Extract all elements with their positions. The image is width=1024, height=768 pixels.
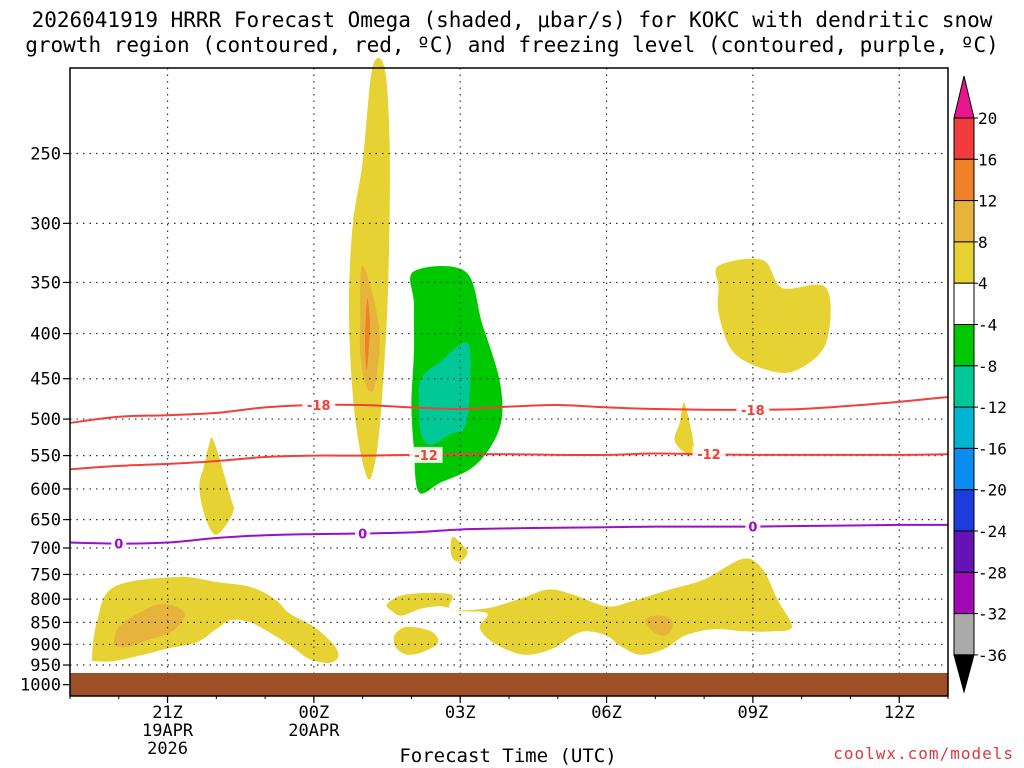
colorbar-label: 12 bbox=[978, 192, 997, 211]
freezing-level-contour-label: 0 bbox=[748, 521, 757, 536]
x-tick-label: 03Z bbox=[445, 703, 476, 723]
colorbar-label: -32 bbox=[978, 605, 1007, 624]
colorbar-segment bbox=[953, 530, 975, 573]
title-line-2: growth region (contoured, red, ºC) and f… bbox=[25, 33, 999, 57]
omega-region-8 bbox=[645, 615, 673, 636]
omega-region-4 bbox=[386, 558, 792, 655]
colorbar-segment bbox=[953, 200, 975, 243]
y-tick-label: 950 bbox=[30, 656, 61, 676]
omega-shading bbox=[91, 57, 831, 664]
colorbar-label: 20 bbox=[978, 109, 997, 128]
colorbar-label: -24 bbox=[978, 522, 1007, 541]
colorbar: 20 16 12 8 4 -4 -8 -12 -16 -20 -24 -28 -32 -36 bbox=[953, 75, 1007, 694]
y-axis: 2503003504004505005506006507007508008509… bbox=[20, 144, 70, 696]
x-axis-label: Forecast Time (UTC) bbox=[399, 745, 617, 767]
colorbar-segment bbox=[953, 241, 975, 284]
y-tick-label: 600 bbox=[30, 480, 61, 500]
credit-link[interactable]: coolwx.com/models bbox=[833, 744, 1014, 763]
dgz-contour-label: -12 bbox=[414, 449, 438, 464]
dgz-contour bbox=[69, 452, 949, 471]
contour-lines: -18 -18 -12 -12 0 0 0 bbox=[69, 396, 949, 553]
colorbar-label: 4 bbox=[978, 274, 988, 293]
dgz-contour bbox=[69, 396, 949, 424]
dgz-contour-label-bg bbox=[692, 446, 726, 463]
dgz-contour-label-bg bbox=[736, 401, 770, 418]
omega-region-4 bbox=[674, 402, 695, 457]
freezing-level-contour-label-bg bbox=[745, 518, 761, 535]
colorbar-segment bbox=[953, 613, 975, 656]
y-tick-label: 550 bbox=[30, 447, 61, 467]
colorbar-label: -12 bbox=[978, 398, 1007, 417]
y-tick-label: 850 bbox=[30, 613, 61, 633]
omega-region-12 bbox=[365, 298, 371, 371]
colorbar-label: -36 bbox=[978, 646, 1007, 665]
colorbar-label: -4 bbox=[978, 316, 997, 335]
freezing-level-contour-label: 0 bbox=[358, 528, 367, 543]
ground-fill bbox=[70, 673, 948, 696]
x-tick-label: 12Z bbox=[884, 703, 915, 723]
y-tick-label: 650 bbox=[30, 511, 61, 531]
x-tick-label: 21Z bbox=[152, 703, 183, 723]
freezing-level-contour bbox=[69, 523, 949, 545]
freezing-level-contour-label-bg bbox=[111, 535, 127, 552]
colorbar-label: 16 bbox=[978, 150, 997, 169]
colorbar-segment bbox=[953, 365, 975, 408]
colorbar-segment bbox=[953, 489, 975, 532]
colorbar-label: -20 bbox=[978, 481, 1007, 500]
freezing-level-contour-label-bg bbox=[355, 525, 371, 542]
y-tick-label: 500 bbox=[30, 410, 61, 430]
omega-region--12 bbox=[418, 342, 471, 445]
colorbar-segment bbox=[953, 447, 975, 491]
x-tick-date: 20APR bbox=[288, 721, 340, 741]
x-tick-label: 09Z bbox=[738, 703, 769, 723]
y-tick-label: 400 bbox=[30, 325, 61, 345]
colorbar-top-arrow bbox=[953, 75, 975, 119]
dgz-contour-label: -12 bbox=[697, 448, 721, 463]
x-tick-year: 2026 bbox=[147, 739, 188, 759]
omega-region-4 bbox=[715, 258, 831, 373]
colorbar-segment bbox=[953, 571, 975, 615]
y-tick-label: 300 bbox=[30, 214, 61, 234]
dgz-contour-label-bg bbox=[409, 446, 443, 463]
x-tick-label: 06Z bbox=[591, 703, 622, 723]
y-tick-label: 750 bbox=[30, 565, 61, 585]
colorbar-label: -8 bbox=[978, 357, 997, 376]
y-tick-label: 450 bbox=[30, 370, 61, 390]
title-line-1: 2026041919 HRRR Forecast Omega (shaded, … bbox=[31, 8, 993, 32]
x-tick-date: 19APR bbox=[142, 721, 194, 741]
colorbar-label: 8 bbox=[978, 233, 988, 252]
dgz-contour-label-bg bbox=[302, 397, 336, 414]
colorbar-segment bbox=[953, 406, 975, 449]
colorbar-segment bbox=[953, 282, 975, 326]
colorbar-segment bbox=[953, 158, 975, 202]
dgz-contour-label: -18 bbox=[741, 404, 765, 419]
omega-region-4 bbox=[91, 576, 339, 664]
y-tick-label: 800 bbox=[30, 590, 61, 610]
dgz-contour-label: -18 bbox=[307, 399, 331, 414]
colorbar-bottom-arrow bbox=[953, 654, 975, 694]
freezing-level-contour-label: 0 bbox=[114, 538, 123, 553]
ground-layer bbox=[70, 673, 948, 696]
colorbar-segment bbox=[953, 117, 975, 160]
colorbar-label: -16 bbox=[978, 439, 1007, 458]
omega-region-4 bbox=[450, 536, 468, 562]
x-tick-label: 00Z bbox=[299, 703, 330, 723]
y-tick-label: 900 bbox=[30, 635, 61, 655]
chart-title: 2026041919 HRRR Forecast Omega (shaded, … bbox=[0, 8, 1024, 58]
y-tick-label: 1000 bbox=[20, 676, 61, 696]
colorbar-segment bbox=[953, 324, 975, 367]
colorbar-label: -28 bbox=[978, 563, 1007, 582]
y-tick-label: 350 bbox=[30, 273, 61, 293]
y-tick-label: 700 bbox=[30, 539, 61, 559]
omega-region-4 bbox=[348, 57, 390, 480]
omega-region-4 bbox=[393, 626, 439, 655]
y-tick-label: 250 bbox=[30, 144, 61, 164]
